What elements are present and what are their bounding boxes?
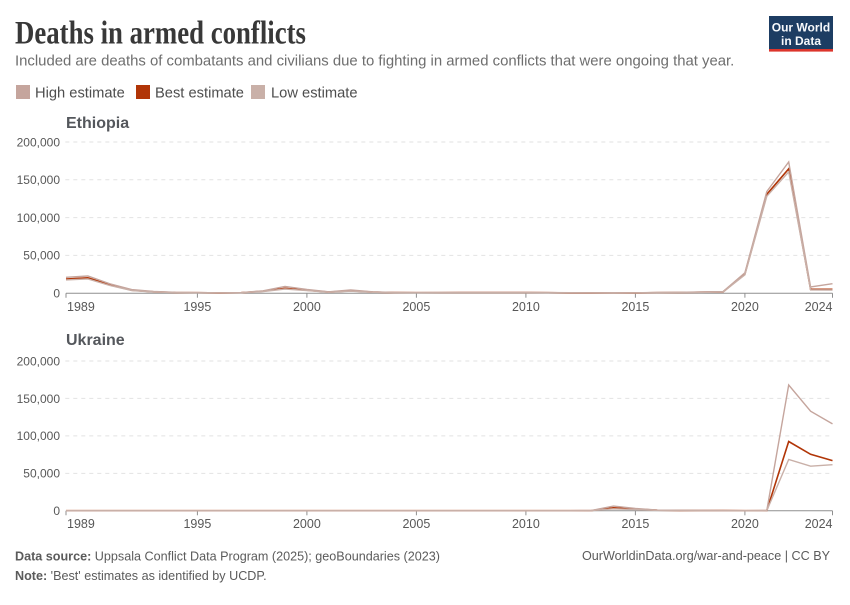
svg-text:1995: 1995 <box>183 517 211 531</box>
svg-text:0: 0 <box>53 287 60 301</box>
svg-text:Low estimate: Low estimate <box>271 86 358 102</box>
svg-text:Best estimate: Best estimate <box>155 86 244 102</box>
svg-text:2010: 2010 <box>512 300 540 314</box>
svg-text:200,000: 200,000 <box>17 135 61 149</box>
svg-text:OurWorldinData.org/war-and-pea: OurWorldinData.org/war-and-peace | CC BY <box>582 549 831 563</box>
svg-text:Our World: Our World <box>772 21 830 35</box>
svg-text:2000: 2000 <box>293 517 321 531</box>
svg-text:2015: 2015 <box>621 517 649 531</box>
svg-text:Deaths in armed conflicts: Deaths in armed conflicts <box>15 16 306 52</box>
svg-text:in Data: in Data <box>781 34 821 48</box>
svg-text:Note: 'Best' estimates as iden: Note: 'Best' estimates as identified by … <box>15 569 267 583</box>
svg-text:50,000: 50,000 <box>23 467 60 481</box>
svg-text:High estimate: High estimate <box>35 86 125 102</box>
svg-text:2024: 2024 <box>805 300 833 314</box>
svg-text:0: 0 <box>53 504 60 518</box>
svg-text:Ethiopia: Ethiopia <box>66 115 129 132</box>
svg-text:Data source: Uppsala Conflict: Data source: Uppsala Conflict Data Progr… <box>15 550 440 564</box>
svg-text:2020: 2020 <box>731 300 759 314</box>
svg-text:Ukraine: Ukraine <box>66 332 125 349</box>
svg-text:2005: 2005 <box>402 517 430 531</box>
svg-text:1989: 1989 <box>67 300 95 314</box>
svg-text:2024: 2024 <box>805 517 833 531</box>
svg-text:50,000: 50,000 <box>23 249 60 263</box>
svg-text:Included are deaths of combata: Included are deaths of combatants and ci… <box>15 54 734 70</box>
svg-text:100,000: 100,000 <box>17 211 61 225</box>
svg-text:1995: 1995 <box>183 300 211 314</box>
svg-text:2000: 2000 <box>293 300 321 314</box>
svg-text:2010: 2010 <box>512 517 540 531</box>
svg-text:100,000: 100,000 <box>17 429 61 443</box>
svg-text:200,000: 200,000 <box>17 354 61 368</box>
svg-text:2015: 2015 <box>621 300 649 314</box>
svg-text:150,000: 150,000 <box>17 392 61 406</box>
svg-text:150,000: 150,000 <box>17 173 61 187</box>
svg-text:2020: 2020 <box>731 517 759 531</box>
svg-text:1989: 1989 <box>67 517 95 531</box>
svg-text:2005: 2005 <box>402 300 430 314</box>
